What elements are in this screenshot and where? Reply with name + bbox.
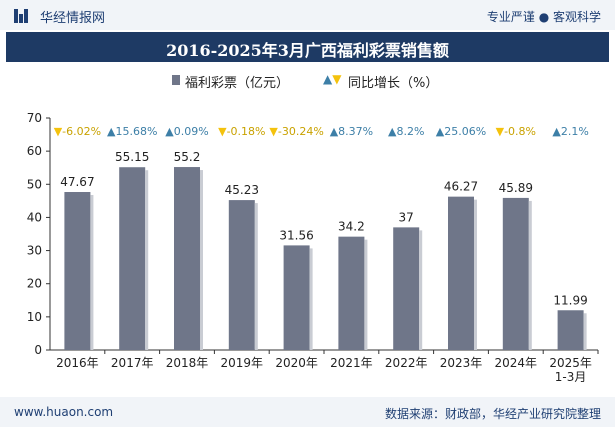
bar-shadow xyxy=(254,203,258,350)
growth-label: ▲25.06% xyxy=(436,125,486,138)
triangle-up-icon: ▲ xyxy=(165,125,174,138)
growth-value: -6.02% xyxy=(62,125,101,138)
growth-label: ▲8.37% xyxy=(330,125,373,138)
growth-label: ▼-6.02% xyxy=(54,125,101,138)
x-tick-label: 1-3月 xyxy=(555,370,587,384)
growth-value: -0.8% xyxy=(504,125,536,138)
bar xyxy=(338,236,365,350)
x-tick-label: 2019年 xyxy=(221,356,264,370)
x-tick-label: 2023年 xyxy=(440,356,483,370)
x-tick-label: 2025年 xyxy=(549,356,592,370)
bar xyxy=(174,167,200,350)
triangle-up-icon: ▲ xyxy=(330,125,339,138)
slogan: 专业严谨 ● 客观科学 xyxy=(486,10,601,24)
legend: 福利彩票（亿元） ▲▼ 同比增长（%） xyxy=(0,70,615,91)
growth-value: 2.1% xyxy=(561,125,589,138)
chart-title: 2016-2025年3月广西福利彩票销售额 xyxy=(166,41,449,60)
title-band xyxy=(6,32,609,62)
triangle-down-icon: ▼ xyxy=(269,125,278,138)
bar xyxy=(393,227,420,350)
triangle-up-icon: ▲ xyxy=(552,125,561,138)
triangle-up-icon: ▲ xyxy=(107,125,116,138)
bar-value-label: 46.27 xyxy=(444,180,478,194)
growth-label: ▼-30.24% xyxy=(269,125,323,138)
growth-label: ▲2.1% xyxy=(552,125,588,138)
growth-label: ▼-0.8% xyxy=(496,125,536,138)
triangle-down-icon: ▼ xyxy=(496,125,505,138)
brand-name: 华经情报网 xyxy=(40,11,106,26)
growth-value: 8.2% xyxy=(396,125,424,138)
growth-label: ▲8.2% xyxy=(388,125,424,138)
bar-value-label: 47.67 xyxy=(60,175,94,189)
y-tick-label: 30 xyxy=(27,244,42,258)
growth-value: 8.37% xyxy=(338,125,373,138)
x-tick-label: 2021年 xyxy=(330,356,373,370)
legend-label-growth: 同比增长（%） xyxy=(348,76,439,91)
y-tick-label: 60 xyxy=(27,144,42,158)
bar-value-label: 55.2 xyxy=(174,150,201,164)
footer-url: www.huaon.com xyxy=(14,405,114,419)
x-tick-label: 2022年 xyxy=(385,356,428,370)
bar-value-label: 37 xyxy=(399,210,414,224)
y-tick-label: 50 xyxy=(27,177,42,191)
bar-value-label: 11.99 xyxy=(553,293,587,307)
bar-value-label: 45.23 xyxy=(225,183,259,197)
bar xyxy=(448,196,474,350)
bar-shadow xyxy=(528,200,532,350)
bar-shadow xyxy=(474,199,477,350)
growth-label: ▲15.68% xyxy=(107,125,157,138)
bar-shadow xyxy=(145,170,149,350)
growth-value: 0.09% xyxy=(174,125,209,138)
bar-chart: 01020304050607047.672016年▼-6.02%55.15201… xyxy=(27,111,599,384)
bar-value-label: 55.15 xyxy=(115,150,149,164)
y-tick-label: 0 xyxy=(34,343,42,357)
triangle-down-icon: ▼ xyxy=(218,125,227,138)
triangle-down-icon: ▼ xyxy=(54,125,63,138)
logo-icon xyxy=(14,9,28,23)
bar xyxy=(119,167,146,350)
legend-label-sales: 福利彩票（亿元） xyxy=(185,76,290,91)
x-tick-label: 2020年 xyxy=(275,356,318,370)
y-tick-label: 20 xyxy=(27,277,42,291)
bar xyxy=(283,245,310,350)
growth-value: 15.68% xyxy=(115,125,157,138)
triangle-up-icon: ▲ xyxy=(436,125,445,138)
x-tick-label: 2016年 xyxy=(56,356,99,370)
legend-triangles-icon: ▲▼ xyxy=(323,72,342,86)
bar-shadow xyxy=(309,248,313,350)
top-bar: 华经情报网 专业严谨 ● 客观科学 xyxy=(0,0,615,30)
footer-source: 数据来源：财政部，华经产业研究院整理 xyxy=(384,407,601,421)
bar-value-label: 45.89 xyxy=(499,181,533,195)
y-tick-label: 70 xyxy=(27,111,42,125)
bar xyxy=(502,197,529,350)
bar-value-label: 34.2 xyxy=(338,220,365,234)
growth-value: -30.24% xyxy=(278,125,324,138)
x-tick-label: 2024年 xyxy=(495,356,538,370)
y-tick-label: 10 xyxy=(27,310,42,324)
bar-shadow xyxy=(90,195,94,350)
y-tick-label: 40 xyxy=(27,210,42,224)
bar-shadow xyxy=(200,170,203,350)
triangle-up-icon: ▲ xyxy=(388,125,397,138)
growth-value: 25.06% xyxy=(444,125,486,138)
bar xyxy=(228,200,255,350)
growth-label: ▼-0.18% xyxy=(218,125,265,138)
footer: www.huaon.com 数据来源：财政部，华经产业研究院整理 xyxy=(0,397,615,427)
bar xyxy=(64,192,91,350)
bar-shadow xyxy=(419,230,423,350)
growth-label: ▲0.09% xyxy=(165,125,208,138)
legend-swatch-sales xyxy=(172,75,180,85)
bar xyxy=(557,310,584,350)
x-tick-label: 2018年 xyxy=(166,356,209,370)
bar-value-label: 31.56 xyxy=(279,228,313,242)
growth-value: -0.18% xyxy=(227,125,266,138)
bar-shadow xyxy=(583,313,587,350)
bar-shadow xyxy=(364,239,368,350)
x-tick-label: 2017年 xyxy=(111,356,154,370)
